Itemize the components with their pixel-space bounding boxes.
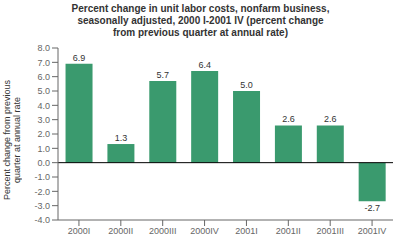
svg-text:2001I: 2001I [235,226,258,236]
svg-text:2001III: 2001III [316,226,344,236]
svg-text:2.0: 2.0 [37,129,50,139]
svg-text:2.6: 2.6 [282,114,295,124]
svg-text:2000III: 2000III [149,226,177,236]
svg-text:4.0: 4.0 [37,101,50,111]
svg-text:8.0: 8.0 [37,43,50,53]
svg-text:6.9: 6.9 [73,53,86,63]
svg-text:6.0: 6.0 [37,72,50,82]
svg-text:1.0: 1.0 [37,144,50,154]
svg-text:-3.0: -3.0 [34,201,50,211]
html-text:Percent change from previous q: Percent change from previous quarter at … [2,80,22,200]
svg-text:2000I: 2000I [68,226,91,236]
svg-text:2000IV: 2000IV [190,226,219,236]
svg-text:-1.0: -1.0 [34,172,50,182]
svg-text:2.6: 2.6 [324,114,337,124]
svg-text:5.0: 5.0 [240,80,253,90]
svg-text:0.0: 0.0 [37,158,50,168]
svg-text:3.0: 3.0 [37,115,50,125]
svg-text:5.0: 5.0 [37,86,50,96]
svg-text:2001IV: 2001IV [358,226,387,236]
svg-text:-4.0: -4.0 [34,215,50,225]
svg-text:1.3: 1.3 [115,133,128,143]
svg-text:2000II: 2000II [108,226,133,236]
svg-text:6.4: 6.4 [198,60,211,70]
svg-text:-2.7: -2.7 [364,203,380,213]
svg-text:2001II: 2001II [276,226,301,236]
html-text:Percent change in unit labor c: Percent change in unit labor costs, nonf… [71,3,330,38]
svg-text:5.7: 5.7 [157,70,170,80]
svg-text:-2.0: -2.0 [34,187,50,197]
svg-text:7.0: 7.0 [37,58,50,68]
